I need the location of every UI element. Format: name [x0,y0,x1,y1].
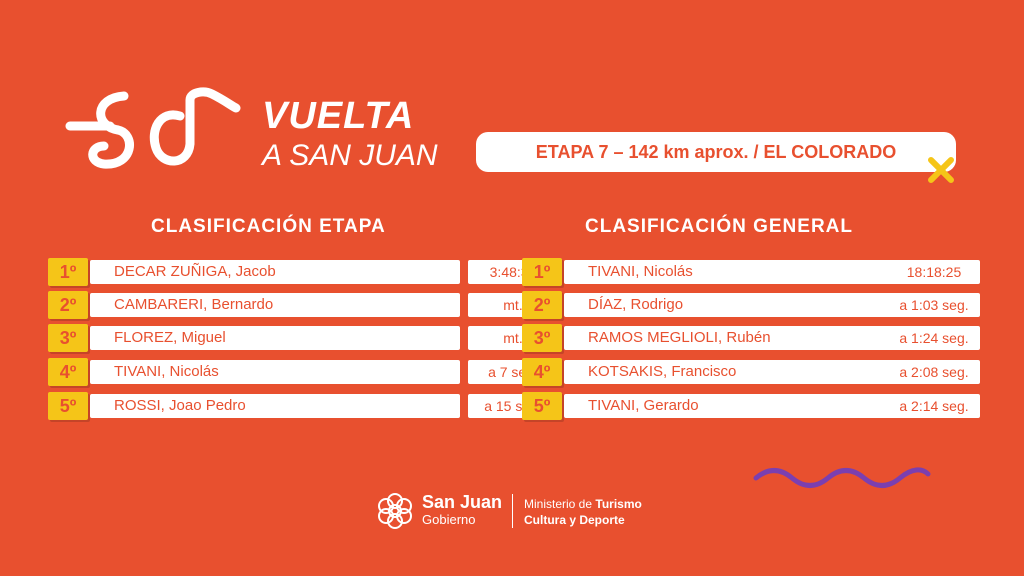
general-classification-title: CLASIFICACIÓN GENERAL [585,216,853,237]
rider-name: RAMOS MEGLIOLI, Rubén [564,326,924,350]
position-badge: 3º [522,324,562,352]
san-juan-flower-logo-icon [378,493,412,529]
wave-decoration-icon [753,467,931,488]
position-badge: 4º [522,358,562,386]
rider-name: ROSSI, Joao Pedro [90,394,460,418]
x-mark-icon [928,157,954,183]
footer-divider [512,494,513,528]
rider-name: TIVANI, Nicolás [564,260,924,284]
position-badge: 2º [522,291,562,319]
rider-name: TIVANI, Gerardo [564,394,924,418]
rider-name: TIVANI, Nicolás [90,360,460,384]
rider-time: a 1:24 seg. [888,326,980,350]
position-badge: 1º [48,258,88,286]
ministry-bold: Turismo [595,497,642,511]
rider-name: DECAR ZUÑIGA, Jacob [90,260,460,284]
rider-time: 18:18:25 [888,260,980,284]
rider-name: KOTSAKIS, Francisco [564,360,924,384]
government-subtitle: Gobierno [422,512,476,527]
vuelta-cycling-logo-icon [65,87,241,169]
rider-name: FLOREZ, Miguel [90,326,460,350]
ministry-line-2: Cultura y Deporte [524,513,625,527]
rider-name: CAMBARERI, Bernardo [90,293,460,317]
rider-time: a 2:08 seg. [888,360,980,384]
footer-branding: San Juan Gobierno Ministerio de Turismo … [376,490,676,530]
rider-name: DÍAZ, Rodrigo [564,293,924,317]
stage-classification-title: CLASIFICACIÓN ETAPA [151,216,386,237]
ministry-line-1: Ministerio de Turismo [524,496,642,512]
rider-time: a 1:03 seg. [888,293,980,317]
event-subtitle: A SAN JUAN [262,139,438,172]
event-title: VUELTA [262,95,415,137]
ministry-prefix: Ministerio de [524,497,596,511]
position-badge: 1º [522,258,562,286]
position-badge: 5º [48,392,88,420]
rider-time: a 2:14 seg. [888,394,980,418]
position-badge: 2º [48,291,88,319]
stage-label: ETAPA 7 – 142 km aprox. / EL COLORADO [476,132,956,172]
position-badge: 5º [522,392,562,420]
position-badge: 3º [48,324,88,352]
government-name: San Juan [422,492,503,512]
position-badge: 4º [48,358,88,386]
